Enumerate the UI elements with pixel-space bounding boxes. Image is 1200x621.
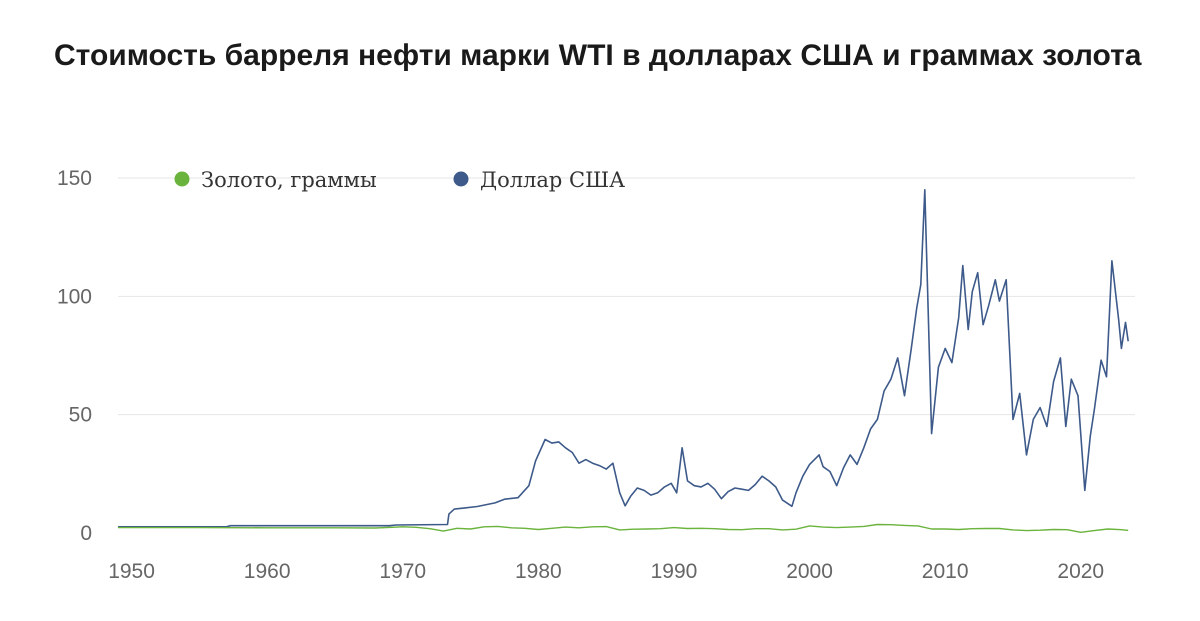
legend-marker [453, 171, 469, 187]
series-line-dollar [118, 189, 1129, 528]
gridlines [118, 177, 1135, 416]
legend: Золото, граммы Доллар США [174, 168, 625, 192]
y-tick-label: 100 [57, 285, 92, 308]
x-axis: 1950 1960 1970 1980 1990 2000 2010 2020 [108, 560, 1104, 583]
x-tick-label: 2000 [786, 560, 833, 583]
x-tick-label: 1950 [108, 560, 155, 583]
legend-marker [174, 171, 190, 187]
x-tick-label: 2010 [922, 560, 969, 583]
x-tick-label: 1970 [379, 560, 426, 583]
y-axis: 0 50 100 150 [57, 167, 92, 545]
y-tick-label: 0 [80, 522, 92, 545]
legend-label: Золото, граммы [201, 168, 377, 192]
x-tick-label: 2020 [1057, 560, 1104, 583]
chart-title: Стоимость барреля нефти марки WTI в долл… [54, 39, 1142, 72]
x-tick-label: 1980 [515, 560, 562, 583]
x-tick-label: 1990 [651, 560, 698, 583]
legend-label: Доллар США [480, 168, 625, 192]
series-lines [118, 189, 1129, 533]
series-line-gold [118, 523, 1129, 533]
x-tick-label: 1960 [244, 560, 291, 583]
y-tick-label: 150 [57, 167, 92, 190]
y-tick-label: 50 [69, 404, 92, 427]
